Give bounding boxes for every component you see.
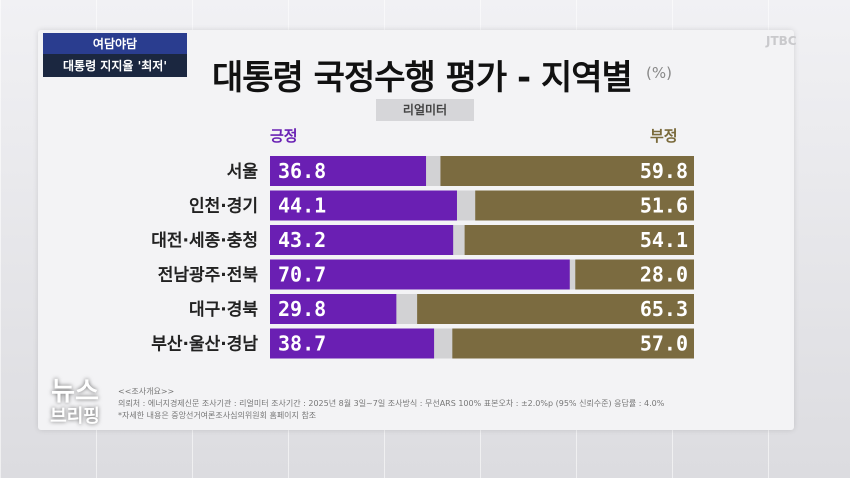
- value-label-negative-5: 57.0: [640, 332, 688, 356]
- segment-tag-subtitle: 대통령 지지율 '최저': [43, 54, 187, 77]
- category-label-4: 대구·경북: [189, 300, 258, 320]
- value-label-negative-3: 28.0: [640, 263, 688, 287]
- category-label-1: 인천·경기: [189, 197, 258, 217]
- value-label-positive-0: 36.8: [278, 159, 326, 183]
- bar-negative-2: [464, 225, 694, 255]
- program-logo-line2: 브리핑: [50, 406, 100, 427]
- value-label-positive-4: 29.8: [278, 297, 326, 321]
- bar-positive-1: [270, 190, 457, 221]
- bar-positive-5: [270, 328, 435, 359]
- value-label-positive-3: 70.7: [278, 263, 326, 287]
- category-label-0: 서울: [227, 162, 259, 182]
- footnote-reference: *자세한 내용은 중앙선거여론조사심의위원회 홈페이지 참조: [118, 411, 317, 420]
- chart-unit: (%): [646, 64, 672, 82]
- broadcaster-mark: JTBC: [766, 34, 797, 48]
- program-logo-line1: 뉴스: [51, 377, 99, 407]
- survey-footnotes: <<조사개요>> 의뢰처 : 에너지경제신문 조사기관 : 리얼미터 조사기간 …: [118, 386, 665, 422]
- value-label-negative-4: 65.3: [640, 297, 688, 321]
- bar-negative-1: [475, 190, 694, 221]
- bar-positive-2: [270, 225, 454, 255]
- category-label-2: 대전·세종·충청: [151, 230, 258, 251]
- value-label-positive-5: 38.7: [278, 332, 326, 356]
- category-label-3: 전남광주·전북: [158, 266, 259, 286]
- value-label-negative-1: 51.6: [640, 194, 688, 218]
- bar-positive-4: [270, 294, 397, 324]
- value-label-negative-2: 54.1: [640, 228, 688, 252]
- segment-tag-title: 여담야담: [43, 33, 187, 54]
- bar-negative-5: [452, 328, 694, 359]
- bar-negative-4: [417, 294, 694, 324]
- segment-tag: 여담야담 대통령 지지율 '최저': [43, 33, 187, 77]
- value-label-negative-0: 59.8: [640, 159, 688, 183]
- category-label-5: 부산·울산·경남: [151, 335, 258, 355]
- bar-negative-0: [440, 156, 694, 186]
- footnote-details: 의뢰처 : 에너지경제신문 조사기관 : 리얼미터 조사기간 : 2025년 8…: [118, 399, 665, 408]
- legend-positive: 긍정: [270, 127, 298, 145]
- legend-negative: 부정: [650, 127, 678, 145]
- source-label: 리얼미터: [376, 99, 474, 121]
- chart-title: 대통령 국정수행 평가 - 지역별: [212, 58, 633, 98]
- footnote-heading: <<조사개요>>: [118, 387, 175, 396]
- value-label-positive-2: 43.2: [278, 228, 326, 252]
- value-label-positive-1: 44.1: [278, 194, 326, 218]
- bar-positive-0: [270, 156, 427, 186]
- bar-negative-3: [575, 259, 694, 290]
- bar-positive-3: [270, 259, 570, 290]
- program-logo: 뉴스 브리핑: [40, 378, 110, 434]
